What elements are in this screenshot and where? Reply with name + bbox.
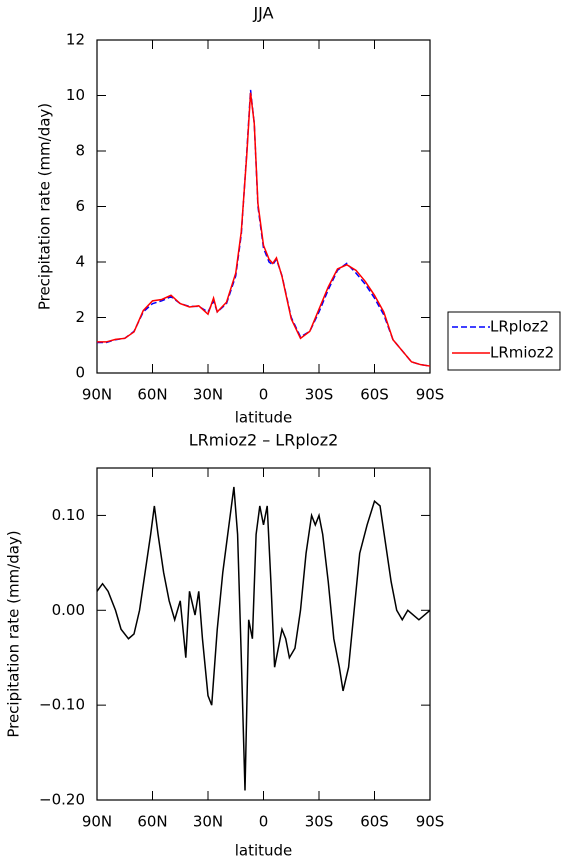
y-axis-label: Precipitation rate (mm/day) [36,103,54,310]
y-tick-label: 2 [75,308,85,326]
y-tick-label: 8 [75,142,85,160]
y-tick-label: −0.10 [39,696,85,714]
x-tick-label: 60N [137,386,167,404]
x-axis-label: latitude [235,842,293,860]
legend-label: LRmioz2 [490,344,554,362]
x-tick-label: 30N [193,386,223,404]
y-tick-label: 0.10 [52,506,85,524]
legend-label: LRploz2 [490,318,549,336]
x-tick-label: 60S [360,813,389,831]
legend-box [447,311,561,371]
x-tick-label: 60N [137,813,167,831]
x-tick-label: 0 [259,386,269,404]
x-tick-label: 60S [360,386,389,404]
x-axis-label: latitude [235,409,293,427]
x-tick-label: 30S [305,386,334,404]
series-line [97,89,431,367]
x-tick-label: 90S [416,386,445,404]
chart-title: LRmioz2 – LRploz2 [189,431,339,450]
y-tick-label: −0.20 [39,791,85,809]
x-tick-label: 30N [193,813,223,831]
y-tick-label: 4 [75,253,85,271]
x-tick-label: 30S [305,813,334,831]
y-tick-label: 12 [66,31,85,49]
y-tick-label: 10 [66,86,85,104]
series-line [97,92,431,367]
x-tick-label: 0 [259,813,269,831]
y-tick-label: 0.00 [52,601,85,619]
plot-frame [96,39,431,374]
x-tick-label: 90N [82,386,112,404]
x-tick-label: 90N [82,813,112,831]
data-line [96,486,431,791]
plot-frame [96,467,431,801]
y-tick-label: 6 [75,197,85,215]
y-tick-label: 0 [75,364,85,382]
x-tick-label: 90S [416,813,445,831]
y-axis-label: Precipitation rate (mm/day) [5,530,23,737]
chart-title: JJA [252,4,273,23]
